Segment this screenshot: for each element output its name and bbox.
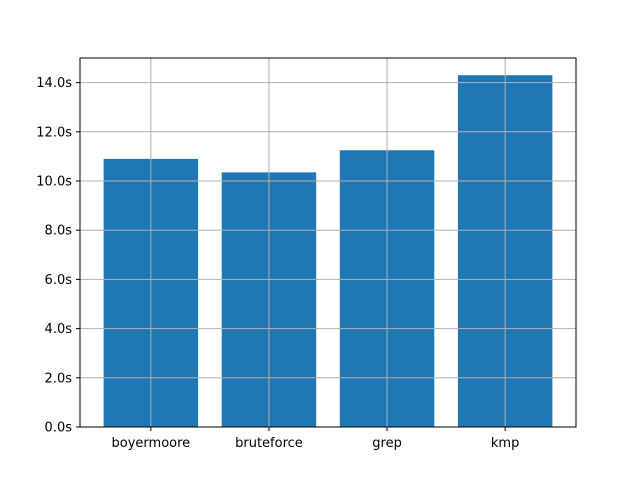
x-tick-label-boyermoore: boyermoore (112, 436, 191, 451)
y-tick-label-6: 12.0s (36, 125, 72, 140)
y-tick-label-1: 2.0s (45, 371, 73, 386)
plot-frame (79, 57, 577, 428)
y-tick-label-5: 10.0s (36, 175, 72, 190)
y-tick-label-0: 0.0s (45, 421, 73, 436)
y-tick-label-4: 8.0s (45, 224, 73, 239)
x-tick-label-bruteforce: bruteforce (235, 436, 303, 451)
y-tick-label-2: 4.0s (45, 322, 73, 337)
x-tick-label-grep: grep (372, 436, 402, 451)
y-tick-label-7: 14.0s (36, 76, 72, 91)
ticks-layer: 0.0s 2.0s 4.0s 6.0s 8.0s 10.0s 12.0s 14.0s boyer… (36, 76, 519, 451)
y-tick-label-3: 6.0s (45, 273, 73, 288)
axes-layer (79, 57, 577, 428)
x-tick-label-kmp: kmp (491, 436, 519, 451)
grid-layer (80, 58, 576, 428)
